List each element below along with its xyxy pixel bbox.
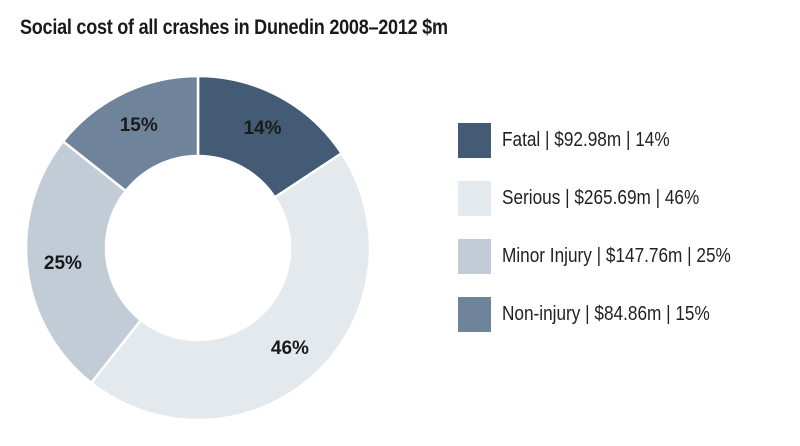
chart-title: Social cost of all crashes in Dunedin 20…	[20, 16, 448, 39]
slice-minor-injury	[24, 139, 143, 385]
legend-label-non-injury: Non-injury | $84.86m | 15%	[502, 302, 710, 325]
legend-swatch-serious	[458, 180, 491, 216]
slice-label-non-injury: 15%	[120, 115, 158, 136]
legend-item-non-injury: Non-injury | $84.86m | 15%	[458, 294, 788, 334]
donut-chart: 14% 46% 25% 15%	[24, 74, 372, 422]
legend-swatch-minor-injury	[458, 238, 491, 274]
legend-item-serious: Serious | $265.69m | 46%	[458, 178, 788, 218]
slice-label-serious: 46%	[271, 338, 309, 359]
legend-item-fatal: Fatal | $92.98m | 14%	[458, 120, 788, 160]
slice-non-injury	[61, 74, 200, 193]
legend-label-fatal: Fatal | $92.98m | 14%	[502, 128, 670, 151]
slice-label-fatal: 14%	[243, 118, 281, 139]
legend-label-minor-injury: Minor Injury | $147.76m | 25%	[502, 244, 731, 267]
legend-label-serious: Serious | $265.69m | 46%	[502, 186, 700, 209]
slice-serious	[89, 151, 372, 422]
legend-swatch-fatal	[458, 122, 491, 158]
legend-swatch-non-injury	[458, 296, 491, 332]
slice-label-minor-injury: 25%	[44, 253, 82, 274]
legend-item-minor-injury: Minor Injury | $147.76m | 25%	[458, 236, 788, 276]
